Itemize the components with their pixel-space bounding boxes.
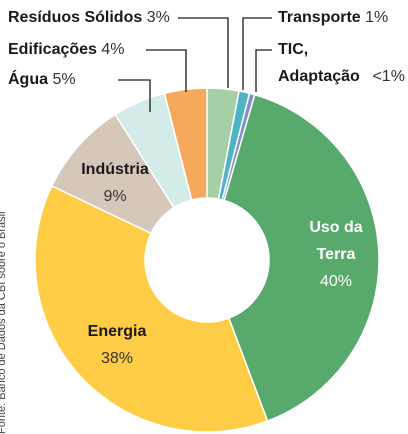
category-label: Uso da Terra: [309, 219, 363, 263]
leader-line: [242, 17, 272, 90]
slice: [163, 87, 208, 201]
source-note: Fonte: Banco de Dados da CBI sobre o Bra…: [0, 211, 8, 434]
leader-line: [178, 17, 229, 88]
slice-label: Indústria 9%: [60, 156, 170, 210]
slice: [223, 93, 380, 422]
value-label: 4%: [101, 41, 125, 58]
slice: [34, 184, 269, 433]
slices: [34, 87, 380, 433]
category-label: Energia: [87, 323, 147, 340]
leader-line: [118, 79, 151, 112]
value-label: 3%: [146, 9, 170, 26]
value-label: 38%: [100, 350, 134, 367]
category-label: Água: [8, 71, 48, 88]
slice-label: Água 5%: [8, 66, 76, 93]
value-label: <1%: [372, 68, 405, 85]
category-label: TIC, Adaptação: [278, 41, 360, 85]
leader-line: [255, 49, 272, 92]
category-label: Edificações: [8, 41, 97, 58]
category-label: Transporte: [278, 9, 361, 26]
slice-label: Edificações 4%: [8, 36, 125, 63]
leader-line: [146, 49, 187, 92]
slice-label: Transporte 1%: [278, 4, 388, 31]
slice-label: TIC, Adaptação <1%: [278, 36, 405, 90]
value-label: 1%: [365, 9, 389, 26]
slice-label: Resíduos Sólidos 3%: [8, 4, 170, 31]
value-label: 40%: [319, 273, 353, 290]
slice-label: Energia 38%: [62, 318, 172, 372]
slice-label: Uso da Terra 40%: [296, 214, 376, 295]
category-label: Indústria: [81, 161, 149, 178]
value-label: 5%: [52, 71, 76, 88]
category-label: Resíduos Sólidos: [8, 9, 143, 26]
value-label: 9%: [103, 188, 127, 205]
